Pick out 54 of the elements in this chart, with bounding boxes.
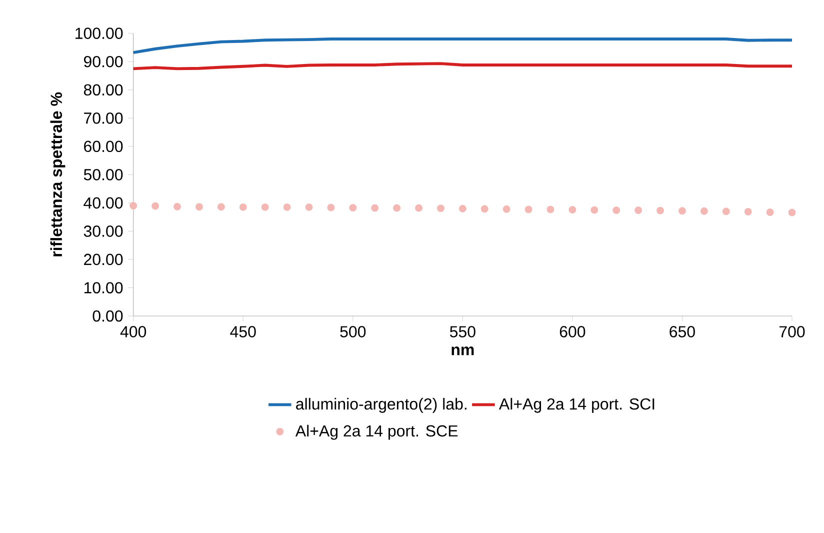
point [239,203,247,211]
point [393,204,401,212]
point [436,204,444,212]
y-tick-label: 30.00 [84,225,123,237]
point [568,206,576,214]
x-tick-label: 450 [230,326,256,338]
x-tick-label: 550 [450,326,476,338]
point [195,202,203,210]
point [458,204,466,212]
point [788,208,796,216]
point [700,207,708,215]
point [722,208,730,215]
x-tick-label: 500 [340,326,366,338]
y-tick-label: 0.00 [92,310,123,322]
y-tick-label: 90.00 [84,56,123,68]
x-tick-label: 600 [560,326,586,338]
point [152,202,160,210]
point [524,206,532,214]
point [744,208,752,216]
point [656,206,664,214]
point [415,204,422,212]
y-tick-label: 10.00 [84,282,123,294]
point [327,204,335,212]
x-tick-label: 650 [670,326,695,338]
point [371,204,379,212]
point [261,203,269,211]
point [766,208,774,216]
legend-label: Al+Ag 2a 14 port. SCI [498,398,654,413]
point [349,204,357,212]
point [480,204,488,212]
point [590,206,598,214]
point [502,205,510,213]
point [546,206,554,214]
point [174,202,181,210]
legend-label: alluminio-argento(2) lab. [296,398,466,413]
y-tick-label: 70.00 [84,112,123,124]
x-tick-label: 400 [120,326,146,338]
point [678,206,686,214]
point [305,203,313,211]
y-tick-label: 80.00 [84,84,123,96]
point [130,202,138,210]
point [612,206,620,214]
legend-label: Al+Ag 2a 14 port. SCE [295,424,458,440]
y-tick-label: 60.00 [84,140,123,152]
y-tick-label: 40.00 [84,197,123,208]
point [217,202,225,210]
y-tick-label: 50.00 [84,168,123,180]
point [634,206,642,214]
y-tick-label: 20.00 [84,254,123,265]
x-axis-title: nm [452,346,474,355]
y-axis-title: riflettanza spettrale % [50,92,66,256]
x-tick-label: 700 [779,326,805,338]
y-tick-label: 100.00 [76,28,123,39]
point [283,203,291,211]
